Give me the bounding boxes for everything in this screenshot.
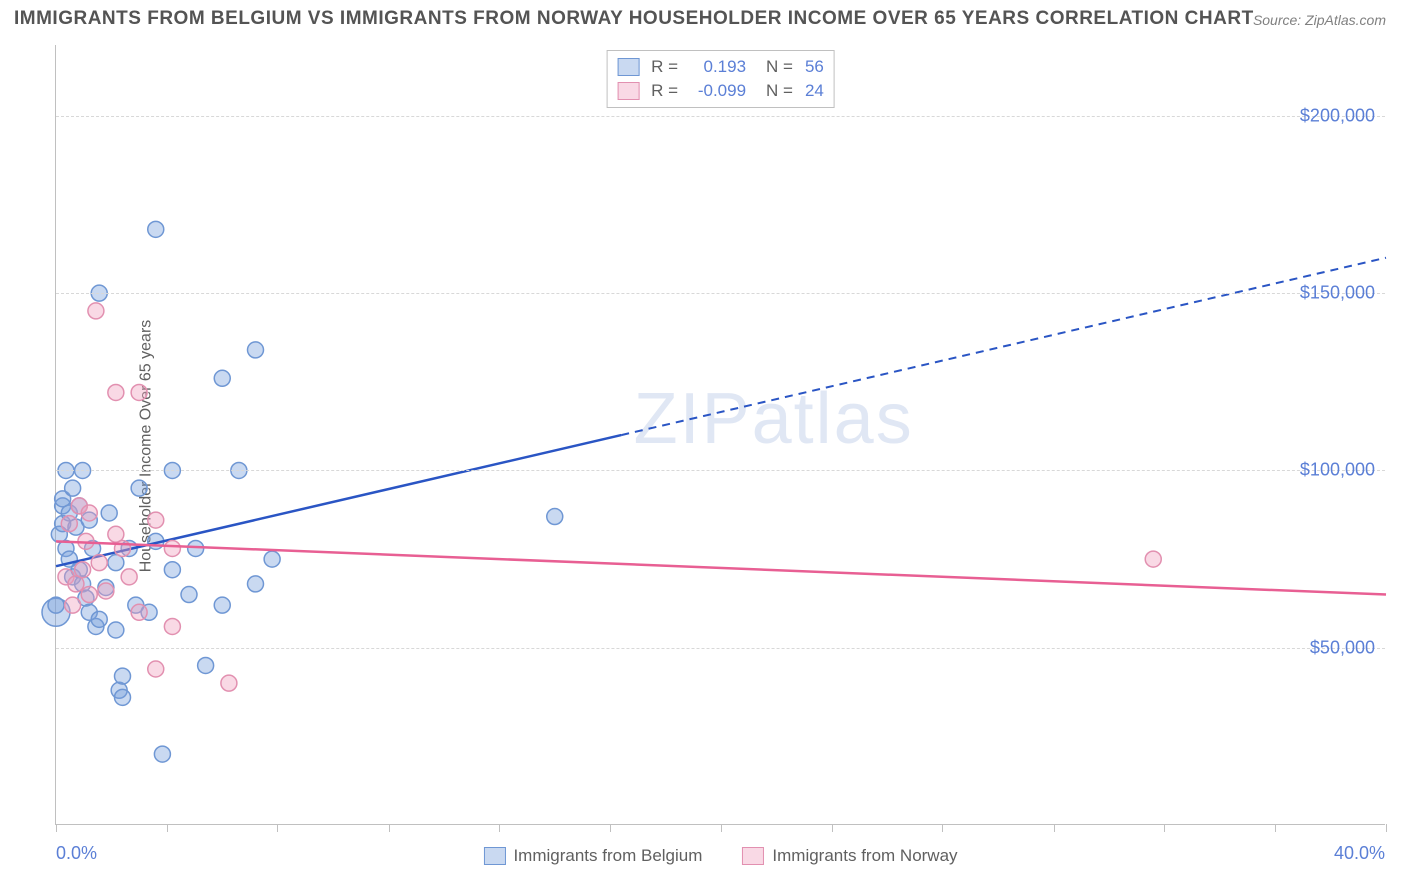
data-point: [148, 221, 164, 237]
data-point: [148, 661, 164, 677]
data-point: [1145, 551, 1161, 567]
legend-series-label: Immigrants from Norway: [772, 846, 957, 866]
data-point: [131, 604, 147, 620]
y-tick-label: $50,000: [1310, 637, 1375, 658]
legend-r-value: -0.099: [686, 81, 746, 101]
x-tick: [1386, 824, 1387, 832]
data-point: [131, 480, 147, 496]
data-point: [164, 540, 180, 556]
gridline: [56, 116, 1385, 117]
legend-swatch: [483, 847, 505, 865]
data-point: [65, 480, 81, 496]
x-tick: [1275, 824, 1276, 832]
x-tick: [942, 824, 943, 832]
legend-series-item: Immigrants from Norway: [742, 846, 957, 866]
x-tick: [721, 824, 722, 832]
x-axis-min-label: 0.0%: [56, 843, 97, 864]
gridline: [56, 648, 1385, 649]
legend-n-label: N =: [766, 81, 793, 101]
data-point: [164, 562, 180, 578]
x-tick: [277, 824, 278, 832]
data-point: [164, 618, 180, 634]
data-point: [75, 562, 91, 578]
data-point: [115, 668, 131, 684]
x-tick: [167, 824, 168, 832]
x-tick: [56, 824, 57, 832]
legend-n-value: 56: [805, 57, 824, 77]
x-tick: [1054, 824, 1055, 832]
chart-area: ZIPatlas R =0.193N =56R =-0.099N =24 0.0…: [55, 45, 1385, 825]
data-point: [547, 509, 563, 525]
source-label: Source: ZipAtlas.com: [1253, 12, 1386, 28]
data-point: [115, 689, 131, 705]
legend-series-item: Immigrants from Belgium: [483, 846, 702, 866]
trend-line: [56, 435, 621, 566]
x-tick: [610, 824, 611, 832]
legend-swatch: [742, 847, 764, 865]
data-point: [248, 342, 264, 358]
data-point: [108, 622, 124, 638]
data-point: [91, 555, 107, 571]
data-point: [198, 657, 214, 673]
data-point: [48, 597, 64, 613]
scatter-plot: [56, 45, 1385, 824]
legend-n-value: 24: [805, 81, 824, 101]
data-point: [214, 370, 230, 386]
data-point: [188, 540, 204, 556]
y-tick-label: $200,000: [1300, 105, 1375, 126]
data-point: [264, 551, 280, 567]
y-tick-label: $100,000: [1300, 460, 1375, 481]
legend-r-label: R =: [651, 57, 678, 77]
legend-r-value: 0.193: [686, 57, 746, 77]
legend-r-label: R =: [651, 81, 678, 101]
data-point: [91, 611, 107, 627]
x-tick: [389, 824, 390, 832]
data-point: [121, 569, 137, 585]
legend-swatch: [617, 58, 639, 76]
data-point: [214, 597, 230, 613]
data-point: [131, 384, 147, 400]
legend-correlation-row: R = 0.193 N = 56: [617, 55, 824, 79]
y-tick-label: $150,000: [1300, 283, 1375, 304]
data-point: [101, 505, 117, 521]
x-tick: [499, 824, 500, 832]
data-point: [81, 587, 97, 603]
gridline: [56, 470, 1385, 471]
data-point: [88, 303, 104, 319]
data-point: [248, 576, 264, 592]
x-axis-max-label: 40.0%: [1334, 843, 1385, 864]
legend-series: Immigrants from Belgium Immigrants from N…: [483, 846, 957, 866]
legend-correlation-row: R = -0.099 N = 24: [617, 79, 824, 103]
chart-title: IMMIGRANTS FROM BELGIUM VS IMMIGRANTS FR…: [14, 8, 1254, 30]
legend-swatch: [617, 82, 639, 100]
data-point: [181, 587, 197, 603]
x-tick: [832, 824, 833, 832]
gridline: [56, 293, 1385, 294]
legend-series-label: Immigrants from Belgium: [513, 846, 702, 866]
data-point: [98, 583, 114, 599]
data-point: [65, 597, 81, 613]
data-point: [154, 746, 170, 762]
x-tick: [1164, 824, 1165, 832]
legend-n-label: N =: [766, 57, 793, 77]
data-point: [221, 675, 237, 691]
data-point: [61, 516, 77, 532]
data-point: [108, 384, 124, 400]
trend-line-dashed: [621, 258, 1386, 435]
data-point: [148, 512, 164, 528]
legend-correlation: R = 0.193 N = 56 R = -0.099 N = 24: [606, 50, 835, 108]
data-point: [81, 505, 97, 521]
